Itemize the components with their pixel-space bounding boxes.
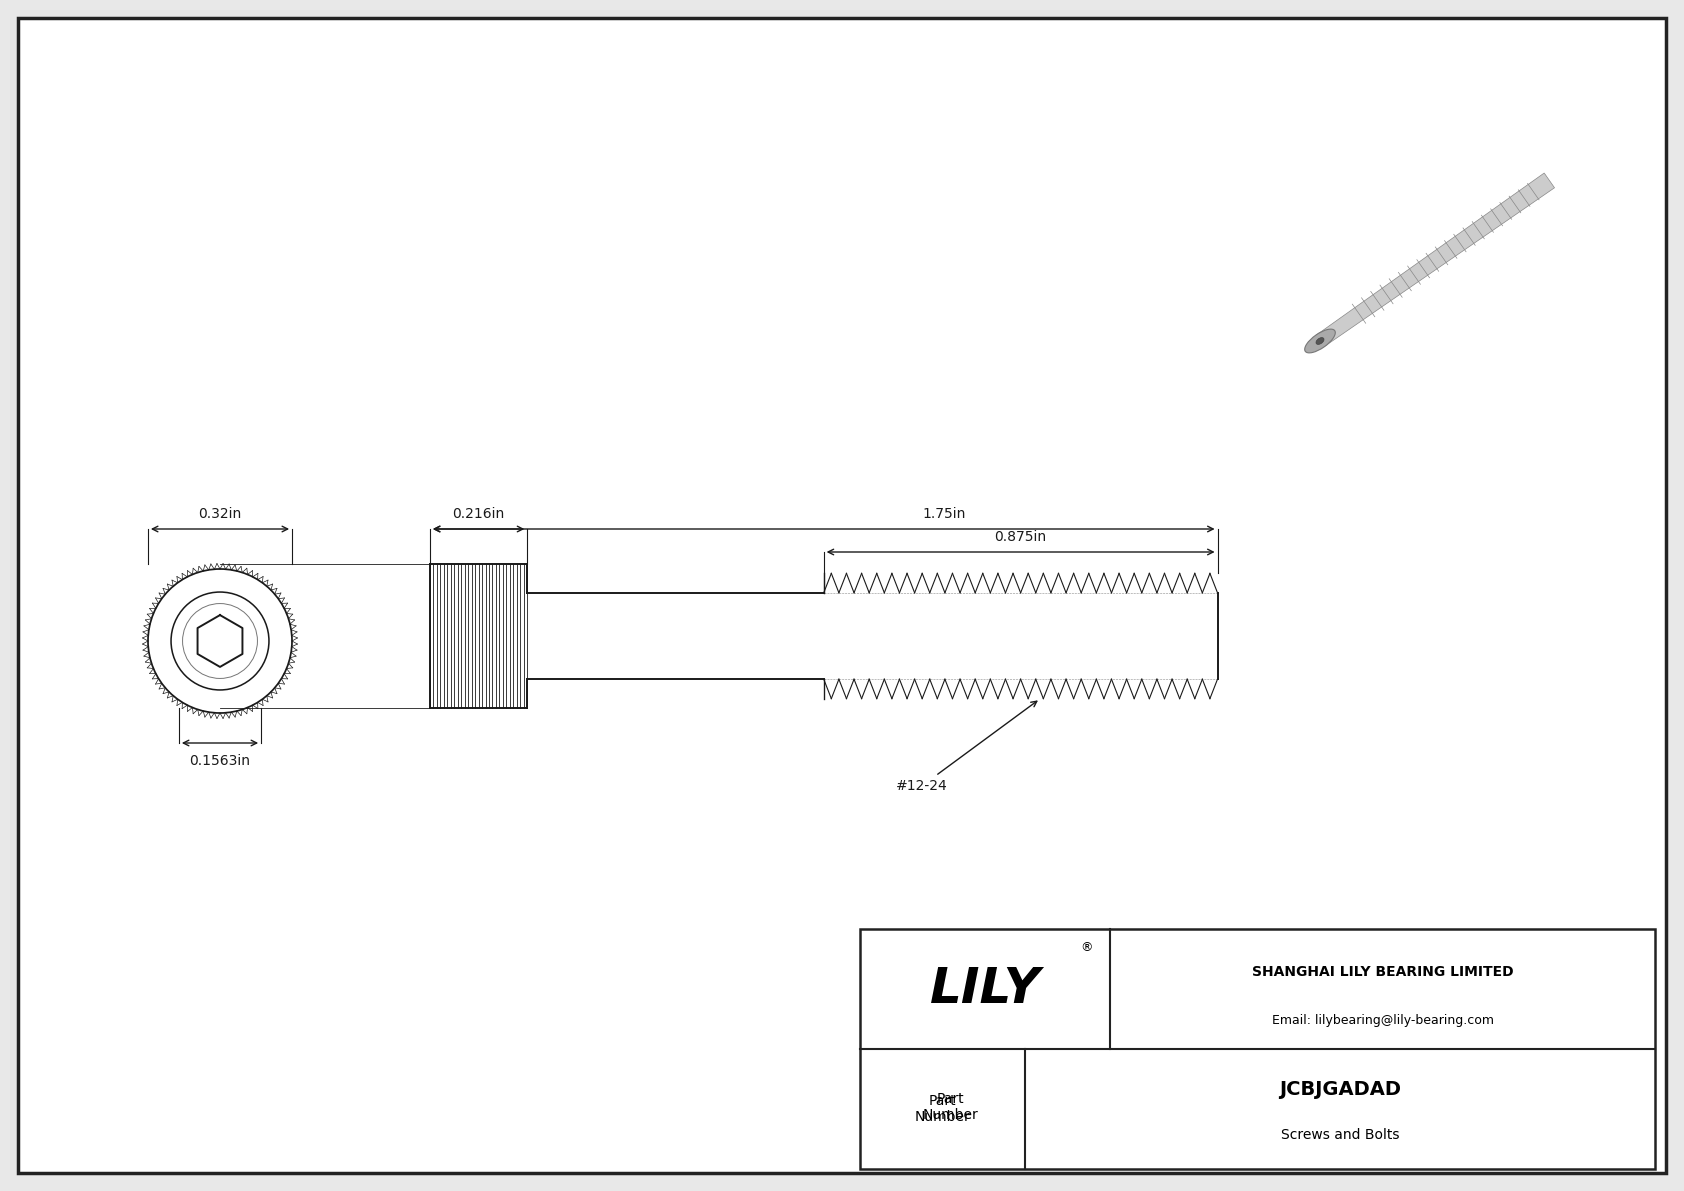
Text: 0.216in: 0.216in (453, 507, 505, 520)
Ellipse shape (1315, 337, 1324, 344)
Text: ®: ® (1079, 941, 1093, 954)
Polygon shape (1315, 173, 1554, 347)
Text: LILY: LILY (930, 965, 1041, 1014)
Bar (861, 929, 1655, 1170)
Text: JCBJGADAD: JCBJGADAD (1280, 1080, 1401, 1099)
Text: Part
Number: Part Number (914, 1093, 970, 1124)
Text: #12-24: #12-24 (896, 701, 1037, 793)
Text: Email: lilybearing@lily-bearing.com: Email: lilybearing@lily-bearing.com (1271, 1014, 1494, 1027)
Text: Screws and Bolts: Screws and Bolts (1282, 1128, 1399, 1142)
Text: 0.875in: 0.875in (995, 530, 1047, 544)
Text: 1.75in: 1.75in (923, 507, 965, 520)
Text: 0.1563in: 0.1563in (190, 754, 251, 768)
Text: 0.32in: 0.32in (199, 507, 241, 520)
Text: Part
Number: Part Number (923, 1092, 978, 1122)
Ellipse shape (1305, 329, 1335, 353)
Text: SHANGHAI LILY BEARING LIMITED: SHANGHAI LILY BEARING LIMITED (1251, 965, 1514, 979)
